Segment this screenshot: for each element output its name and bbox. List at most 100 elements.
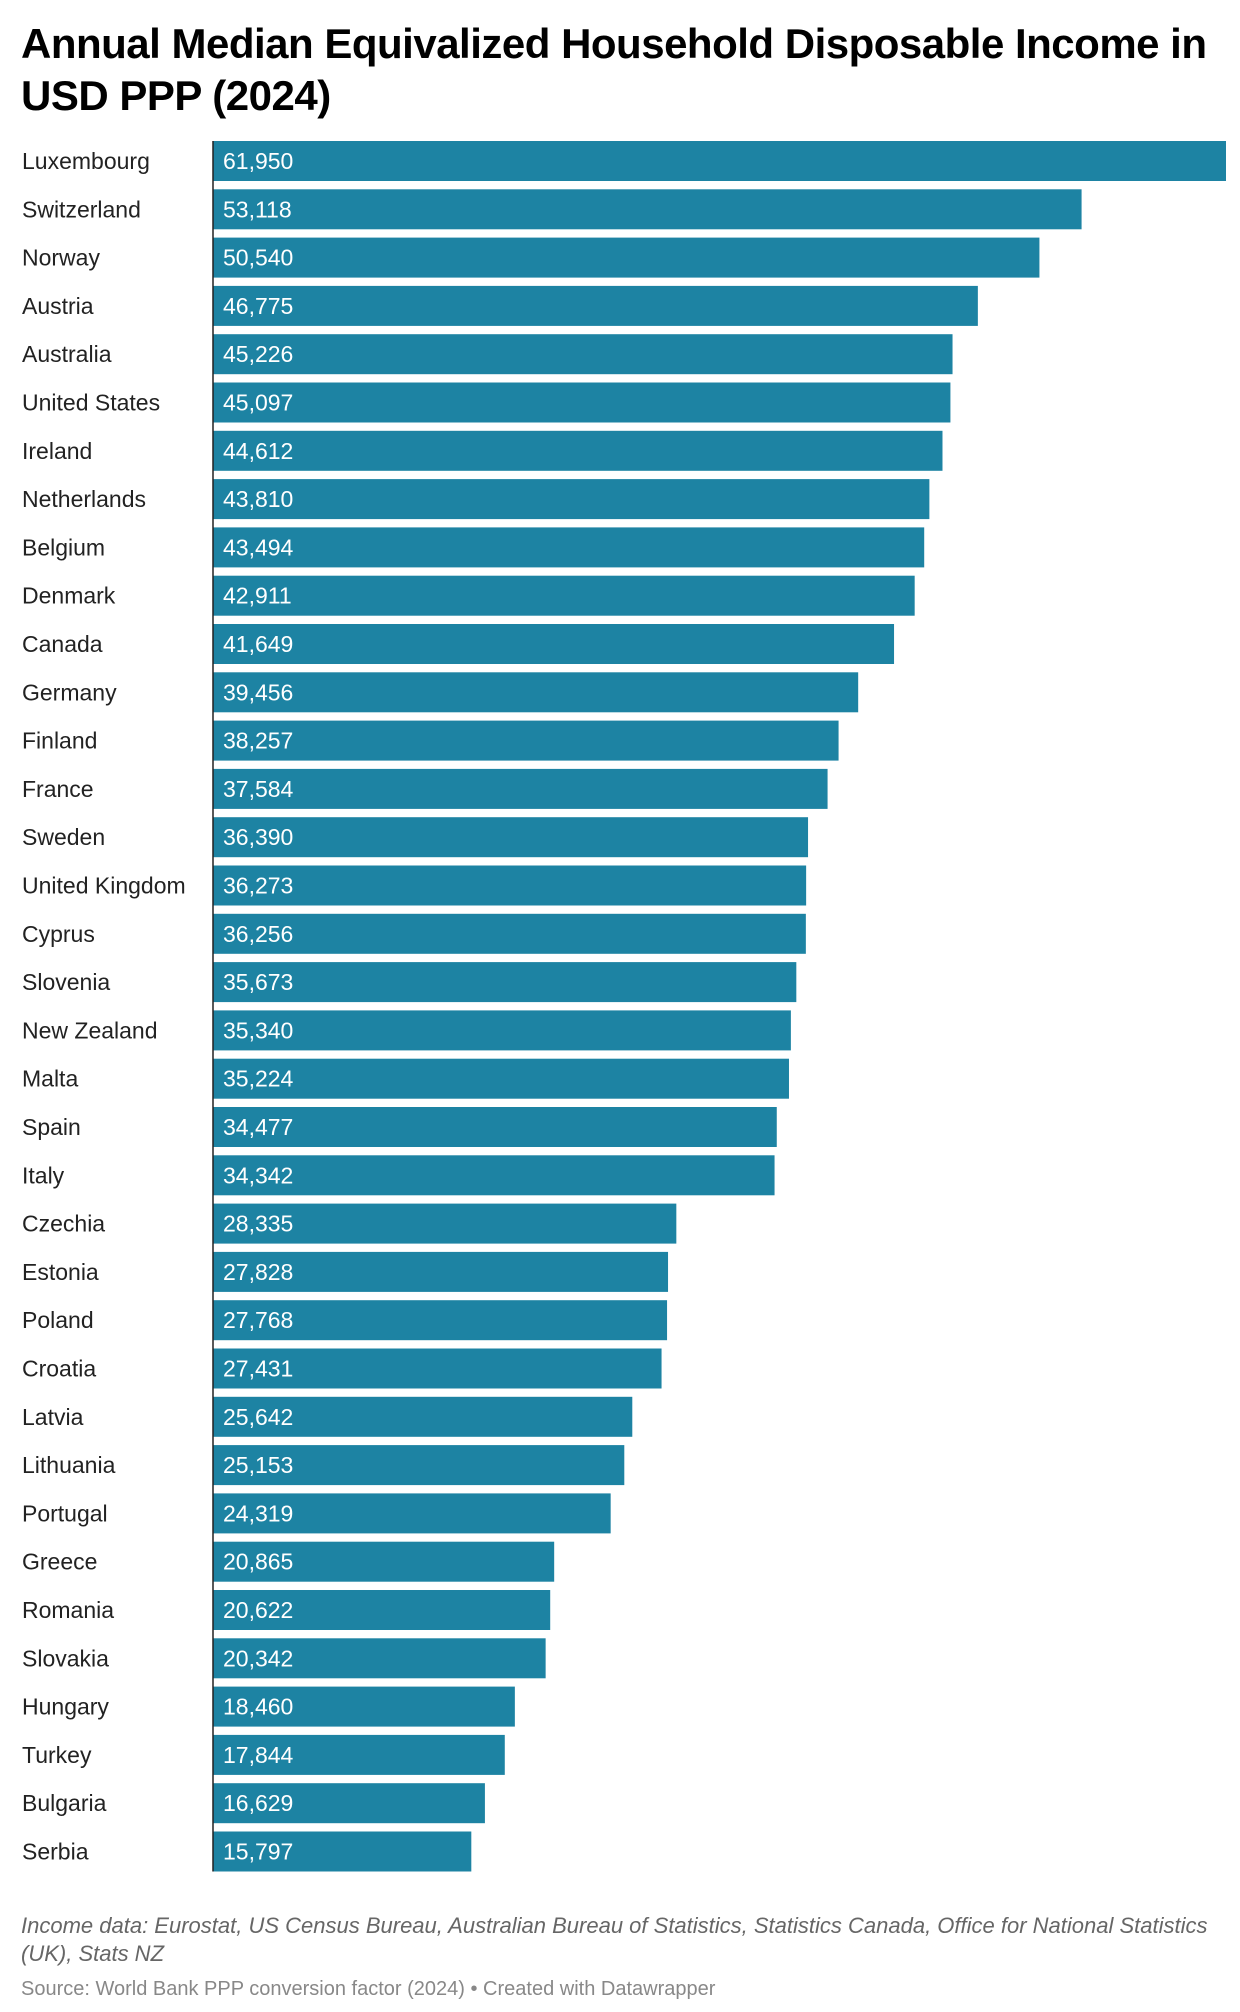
category-label: Malta	[22, 1066, 78, 1092]
value-label: 45,226	[223, 341, 293, 367]
bar	[213, 624, 895, 664]
value-label: 25,642	[223, 1404, 293, 1430]
category-label: Belgium	[22, 534, 105, 560]
bar	[213, 575, 915, 616]
category-label: Spain	[22, 1114, 81, 1140]
bar-chart: Luxembourg 61,950 Switzerland 53,118 Norway 5…	[22, 141, 1226, 1872]
category-label: Canada	[22, 631, 103, 657]
category-label: Cyprus	[22, 921, 95, 947]
category-label: Italy	[22, 1162, 65, 1188]
bar	[213, 1058, 789, 1099]
bar	[213, 1396, 633, 1437]
value-label: 35,673	[223, 969, 293, 995]
category-label: United States	[22, 390, 160, 416]
value-label: 27,431	[223, 1356, 293, 1382]
bar	[213, 1638, 546, 1679]
bar	[213, 913, 806, 954]
value-label: 24,319	[223, 1500, 293, 1526]
value-label: 43,494	[223, 534, 294, 560]
bar	[213, 285, 978, 326]
bar	[213, 1686, 515, 1727]
bar	[213, 1541, 555, 1582]
value-label: 15,797	[223, 1839, 293, 1865]
value-label: 27,828	[223, 1259, 293, 1285]
category-label: Finland	[22, 728, 97, 754]
value-label: 25,153	[223, 1452, 293, 1478]
value-label: 53,118	[223, 196, 292, 222]
category-label: United Kingdom	[22, 873, 186, 899]
chart-source: Source: World Bank PPP conversion factor…	[21, 1978, 716, 2000]
bar	[213, 817, 809, 858]
category-label: Sweden	[22, 824, 105, 850]
category-label: Bulgaria	[22, 1790, 107, 1816]
value-label: 34,342	[223, 1162, 293, 1188]
value-label: 42,911	[223, 583, 292, 609]
bar	[213, 141, 1226, 181]
bar	[213, 479, 930, 520]
bar	[213, 1203, 677, 1244]
value-label: 43,810	[223, 486, 293, 512]
bar	[213, 334, 953, 375]
value-label: 20,342	[223, 1645, 293, 1671]
bar	[213, 962, 797, 1003]
category-label: Switzerland	[22, 196, 141, 222]
value-label: 36,390	[223, 824, 293, 850]
bar	[213, 1445, 625, 1486]
value-label: 44,612	[223, 438, 293, 464]
value-label: 34,477	[223, 1114, 293, 1140]
value-label: 39,456	[223, 679, 293, 705]
category-label: Poland	[22, 1307, 94, 1333]
bar	[213, 527, 925, 568]
bar	[213, 865, 807, 906]
bar	[213, 1590, 551, 1630]
bar	[213, 1010, 791, 1051]
bar	[213, 768, 828, 809]
category-label: Lithuania	[22, 1452, 116, 1478]
value-label: 27,768	[223, 1307, 293, 1333]
value-label: 17,844	[223, 1742, 294, 1768]
bar	[213, 672, 859, 713]
bar	[213, 382, 951, 423]
chart-notes: Income data: Eurostat, US Census Bureau,…	[21, 1913, 1208, 1966]
value-label: 36,256	[223, 921, 293, 947]
category-label: Greece	[22, 1549, 97, 1575]
value-label: 35,340	[223, 1017, 293, 1043]
category-label: Germany	[22, 679, 117, 705]
bar	[213, 1348, 662, 1389]
bar	[213, 1155, 775, 1196]
category-label: Netherlands	[22, 486, 146, 512]
bar	[213, 237, 1040, 278]
chart-title: Annual Median Equivalized Household Disp…	[21, 20, 1207, 119]
category-label: Norway	[22, 245, 100, 271]
bar	[213, 430, 943, 471]
bar	[213, 189, 1082, 230]
category-label: Serbia	[22, 1839, 89, 1865]
value-label: 41,649	[223, 631, 293, 657]
category-label: Slovenia	[22, 969, 110, 995]
value-label: 36,273	[223, 873, 293, 899]
value-label: 20,622	[223, 1597, 293, 1623]
bar	[213, 1107, 777, 1147]
category-label: Ireland	[22, 438, 92, 464]
value-label: 46,775	[223, 293, 293, 319]
bar	[213, 1493, 611, 1534]
bar	[213, 720, 839, 761]
value-label: 61,950	[223, 148, 293, 174]
bar	[213, 1783, 485, 1824]
category-label: Romania	[22, 1597, 114, 1623]
category-label: Australia	[22, 341, 112, 367]
value-label: 45,097	[223, 390, 293, 416]
category-label: Austria	[22, 293, 94, 319]
value-label: 35,224	[223, 1066, 294, 1092]
value-label: 28,335	[223, 1211, 293, 1237]
category-label: France	[22, 776, 94, 802]
value-label: 50,540	[223, 245, 293, 271]
bar	[213, 1831, 472, 1872]
category-label: Croatia	[22, 1356, 96, 1382]
bar	[213, 1300, 668, 1341]
bar	[213, 1734, 505, 1775]
category-label: Estonia	[22, 1259, 99, 1285]
category-label: Denmark	[22, 583, 116, 609]
category-label: Czechia	[22, 1211, 105, 1237]
category-label: Turkey	[22, 1742, 92, 1768]
